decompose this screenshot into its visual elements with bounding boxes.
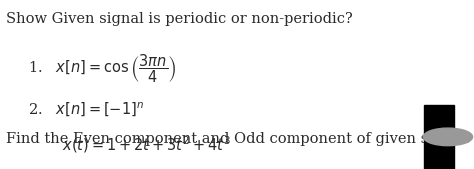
Circle shape <box>423 128 473 146</box>
Text: 2.   $x[n] = [-1]^n$: 2. $x[n] = [-1]^n$ <box>28 101 145 119</box>
Text: 1.   $x[n] = \cos\left(\dfrac{3\pi n}{4}\right)$: 1. $x[n] = \cos\left(\dfrac{3\pi n}{4}\r… <box>28 52 177 85</box>
Bar <box>424 105 454 169</box>
Text: Show Given signal is periodic or non-periodic?: Show Given signal is periodic or non-per… <box>6 12 353 26</box>
Text: Find the Even component and Odd component of given signal.: Find the Even component and Odd componen… <box>6 132 470 146</box>
Text: $x(t) = 1 + 2t + 3t^2 + 4t^3$: $x(t) = 1 + 2t + 3t^2 + 4t^3$ <box>62 135 231 155</box>
